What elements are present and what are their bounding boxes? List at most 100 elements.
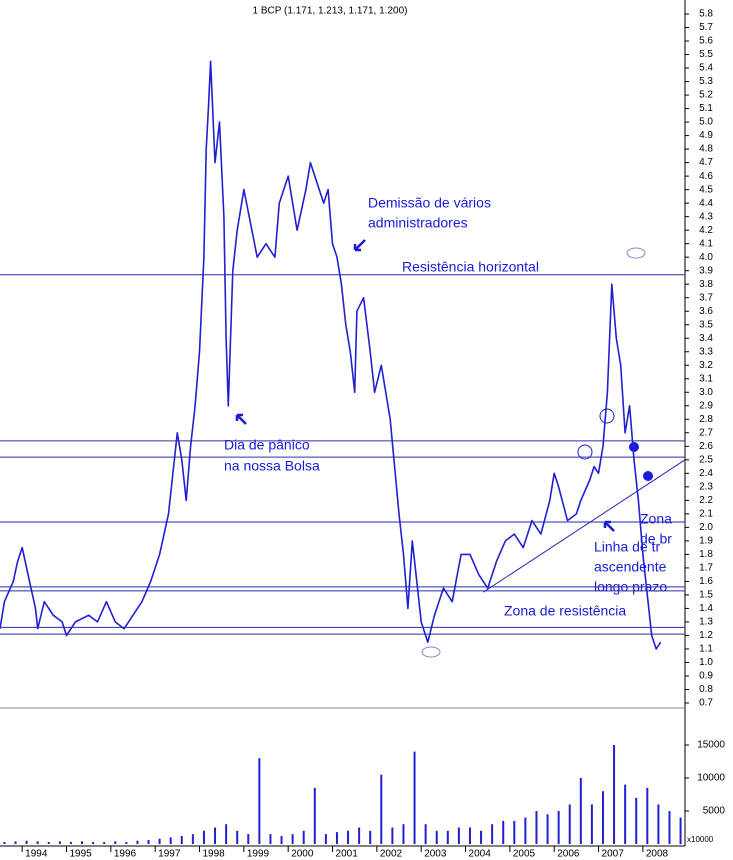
- x-tick-label: 2005: [513, 849, 536, 860]
- y-tick-label: 4.5: [699, 184, 713, 195]
- y-tick-label: 3.9: [699, 265, 713, 276]
- volume-bar: [180, 836, 183, 844]
- y-tick-label: 5.6: [699, 36, 713, 47]
- y-tick-label: 2.5: [699, 454, 713, 465]
- volume-bar: [613, 745, 616, 844]
- y-tick-label: 1.6: [699, 576, 713, 587]
- x-tick-label: 2001: [336, 849, 359, 860]
- volume-bar: [468, 827, 471, 844]
- smiley-icon: [577, 444, 593, 460]
- x-tick-label: 2002: [380, 849, 403, 860]
- volume-bar: [413, 751, 416, 844]
- y-tick-label: 1.3: [699, 617, 713, 628]
- y-tick-label: 2.2: [699, 495, 713, 506]
- y-tick-label: 1.0: [699, 657, 713, 668]
- volume-bar: [147, 840, 150, 844]
- volume-bar: [657, 804, 660, 844]
- volume-bar: [480, 830, 483, 844]
- y-tick-label: 3.4: [699, 333, 713, 344]
- volume-bar: [247, 834, 250, 844]
- volume-bar: [380, 774, 383, 844]
- volume-bar: [202, 830, 205, 844]
- volume-bar: [136, 840, 139, 844]
- volume-bar: [47, 842, 50, 844]
- x-tick-label: 2004: [469, 849, 492, 860]
- arrow: [235, 413, 247, 425]
- annotation: Zona de resistência: [504, 603, 626, 619]
- volume-bar: [402, 824, 405, 844]
- volume-bar: [114, 841, 117, 844]
- volume-bar: [191, 834, 194, 844]
- volume-bar: [391, 827, 394, 844]
- volume-bar: [92, 842, 95, 844]
- volume-bar: [513, 820, 516, 844]
- y-tick-label: 2.6: [699, 441, 713, 452]
- y-tick-label: 5.4: [699, 63, 713, 74]
- y-tick-label: 5000: [703, 806, 726, 817]
- x-tick-label: 2000: [291, 849, 314, 860]
- x-tick-label: 1999: [247, 849, 270, 860]
- y-tick-label: 3.0: [699, 387, 713, 398]
- y-tick-label: 1.1: [699, 644, 713, 655]
- volume-bar: [258, 758, 261, 844]
- y-tick-label: 0.7: [699, 698, 713, 709]
- x-tick-label: 1995: [70, 849, 93, 860]
- x-tick-label: 2007: [602, 849, 625, 860]
- volume-bar: [457, 827, 460, 844]
- volume-bar: [269, 834, 272, 844]
- annotation: na nossa Bolsa: [224, 458, 320, 474]
- y-tick-label: 0.9: [699, 671, 713, 682]
- y-tick-label: 1.5: [699, 590, 713, 601]
- x-tick-label: 1994: [25, 849, 48, 860]
- y-tick-label: 1.4: [699, 603, 713, 614]
- y-tick-label: 3.1: [699, 373, 713, 384]
- volume-bar: [14, 841, 17, 844]
- annotation: Dia de pânico: [224, 437, 310, 453]
- x-tick-label: 1997: [158, 849, 181, 860]
- y-tick-label: 3.2: [699, 360, 713, 371]
- volume-bar: [579, 778, 582, 844]
- volume-bar: [324, 834, 327, 844]
- volume-bar: [36, 841, 39, 844]
- volume-bar: [624, 784, 627, 844]
- annotation: de br: [640, 531, 672, 547]
- y-tick-label: 1.7: [699, 563, 713, 574]
- volume-bar: [81, 841, 84, 844]
- volume-bar: [635, 797, 638, 844]
- bull-icon: [626, 247, 646, 259]
- y-tick-label: 5.0: [699, 117, 713, 128]
- volume-bar: [280, 836, 283, 844]
- y-tick-label: 5.8: [699, 9, 713, 20]
- y-tick-label: 5.2: [699, 90, 713, 101]
- volume-bar: [158, 838, 161, 844]
- volume-bar: [646, 787, 649, 844]
- annotation: Demissão de vários: [368, 195, 491, 211]
- volume-bar: [424, 824, 427, 844]
- y-tick-label: 5.1: [699, 103, 713, 114]
- x-tick-label: 2006: [557, 849, 580, 860]
- y-tick-label: 2.9: [699, 400, 713, 411]
- chart-title: 1 BCP (1.171, 1.213, 1.171, 1.200): [253, 6, 408, 17]
- volume-bar: [679, 817, 682, 844]
- trend-line: [482, 459, 686, 593]
- y-tick-label: 5.7: [699, 22, 713, 33]
- y-tick-label: 4.8: [699, 144, 713, 155]
- volume-bar: [568, 804, 571, 844]
- x-tick-label: 2003: [424, 849, 447, 860]
- y-tick-label: 2.4: [699, 468, 713, 479]
- y-tick-label: 1.2: [699, 630, 713, 641]
- volume-bar: [590, 804, 593, 844]
- y-tick-label: 2.3: [699, 481, 713, 492]
- y-tick-label: 4.4: [699, 198, 713, 209]
- annotation: ascendente: [594, 559, 667, 575]
- y-tick-label: 0.8: [699, 684, 713, 695]
- volume-bar: [302, 830, 305, 844]
- volume-axis-label: x10000: [687, 835, 714, 844]
- volume-bar: [369, 830, 372, 844]
- volume-bar: [103, 842, 106, 844]
- volume-bar: [225, 824, 228, 844]
- price-line: [0, 60, 662, 650]
- volume-bar: [524, 817, 527, 844]
- y-tick-label: 3.5: [699, 319, 713, 330]
